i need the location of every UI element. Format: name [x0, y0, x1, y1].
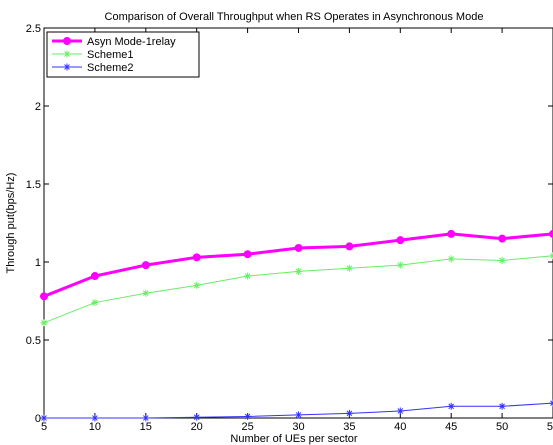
series-3-point — [244, 412, 252, 420]
y-axis-title: Through put(bps/Hz) — [5, 173, 17, 274]
x-tick-label: 30 — [292, 421, 304, 433]
x-tick-label: 45 — [445, 421, 457, 433]
x-tick-label: 40 — [394, 421, 406, 433]
y-axis: 0 0.5 1 1.5 2 2.5 — [26, 23, 553, 425]
series-3-point — [193, 413, 201, 421]
series-2 — [40, 252, 553, 327]
series-2-point — [447, 255, 455, 263]
series-1-point — [447, 229, 456, 238]
series-3-point — [447, 402, 455, 410]
series-1-point — [40, 292, 48, 301]
x-axis: 5 10 15 20 25 30 35 40 45 50 55 — [41, 28, 553, 433]
series-2-point — [142, 289, 150, 297]
series-3-point — [396, 407, 404, 415]
y-tick-label: 1.5 — [26, 179, 41, 191]
series-1-point — [192, 253, 201, 262]
series-2-point — [498, 256, 506, 264]
series-1-point — [294, 243, 303, 252]
series-2-point — [244, 272, 252, 280]
series-3-point — [498, 402, 506, 410]
series-1 — [40, 229, 553, 301]
x-tick-label: 5 — [41, 421, 47, 433]
legend-label: Asyn Mode-1relay — [87, 36, 176, 48]
series-2-point — [295, 267, 302, 275]
chart-title: Comparison of Overall Throughput when RS… — [105, 11, 484, 23]
legend-item-1: Asyn Mode-1relay — [52, 36, 176, 48]
plot-area — [43, 27, 553, 419]
series-1-point — [141, 261, 150, 270]
series-3-point — [345, 409, 353, 417]
y-tick-label: 2.5 — [26, 23, 41, 35]
y-tick-label: 2 — [35, 101, 41, 113]
series-3-point — [549, 399, 553, 407]
x-tick-label: 35 — [343, 421, 355, 433]
series-2-point — [40, 319, 48, 327]
series-2-point — [91, 299, 99, 307]
series-2-point — [345, 264, 353, 272]
legend-label: Scheme1 — [87, 49, 133, 61]
series-3-point — [40, 414, 48, 422]
y-tick-label: 0 — [35, 413, 41, 425]
x-tick-label: 15 — [140, 421, 152, 433]
series-3 — [40, 399, 553, 422]
legend-label: Scheme2 — [87, 62, 133, 74]
x-tick-label: 10 — [89, 421, 101, 433]
legend-item-2-point — [63, 50, 71, 58]
series-lines — [40, 229, 553, 422]
legend-item-3-point — [63, 63, 71, 71]
series-1-point — [396, 236, 405, 245]
series-3-point — [295, 411, 302, 419]
legend-item-1-point — [63, 37, 71, 45]
legend-item-3: Scheme2 — [52, 62, 133, 74]
x-tick-label: 55 — [547, 421, 553, 433]
x-tick-label: 25 — [241, 421, 253, 433]
x-tick-label: 50 — [496, 421, 508, 433]
series-1-point — [498, 234, 507, 243]
legend-item-2: Scheme1 — [52, 49, 133, 61]
x-tick-label: 20 — [191, 421, 203, 433]
series-1-point — [549, 229, 553, 238]
series-3-point — [91, 414, 99, 422]
series-2-point — [193, 281, 201, 289]
y-tick-label: 1 — [35, 257, 41, 269]
series-1-point — [243, 250, 252, 259]
series-3-point — [142, 414, 150, 422]
series-2-point — [549, 252, 553, 260]
series-1-point — [90, 272, 99, 281]
series-1-point — [345, 242, 354, 251]
series-2-point — [396, 261, 404, 269]
y-tick-label: 0.5 — [26, 335, 41, 347]
x-axis-title: Number of UEs per sector — [230, 433, 357, 445]
